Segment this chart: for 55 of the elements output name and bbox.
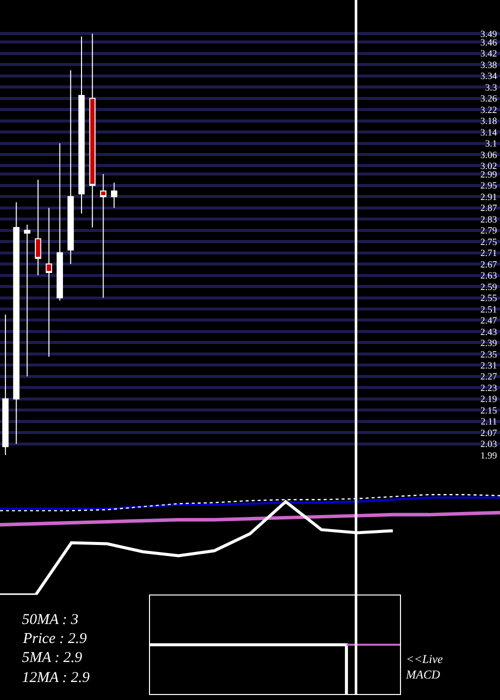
candlestick (67, 70, 74, 265)
y-tick-label: 3.26 (480, 94, 498, 105)
y-tick-label: 2.11 (480, 418, 498, 428)
candlestick (78, 36, 85, 214)
y-tick-label: 2.95 (480, 182, 498, 192)
y-tick-label: 2.43 (480, 328, 498, 338)
y-tick-label: 2.99 (480, 170, 498, 180)
y-tick-label: 2.23 (480, 384, 498, 394)
y-tick-label: 3.14 (480, 128, 498, 138)
y-tick-label: 2.59 (480, 282, 498, 293)
y-tick-label: 2.91 (480, 192, 498, 203)
y-tick-label: 2.51 (480, 305, 498, 316)
y-tick-label: 2.03 (480, 440, 498, 450)
y-tick-label: 2.27 (480, 372, 498, 383)
y-tick-label: 2.15 (480, 406, 498, 416)
y-tick-label: 1.99 (480, 451, 498, 462)
y-tick-label: 2.39 (480, 339, 498, 350)
y-tick-label: 3.46 (480, 38, 498, 48)
y-tick-label: 3.22 (480, 106, 498, 116)
candlestick (34, 179, 42, 276)
text: Price : 2.9 (22, 631, 88, 647)
y-tick-label: 2.55 (480, 294, 498, 304)
candlestick (24, 224, 30, 377)
y-tick-label: 3.49 (480, 30, 498, 40)
candlestick (89, 33, 96, 228)
y-tick-label: 2.83 (480, 215, 498, 226)
text: 50MA : 3 (22, 612, 78, 628)
y-tick-label: 2.31 (480, 362, 498, 372)
candlestick (46, 207, 52, 358)
y-tick-label: 2.35 (480, 350, 498, 360)
candlestick (110, 182, 118, 208)
y-tick-label: 2.79 (480, 226, 498, 237)
y-tick-label: 3.02 (480, 162, 498, 172)
y-tick-label: 2.87 (480, 204, 498, 214)
y-tick-label: 3.42 (480, 50, 498, 60)
y-tick-label: 3.3 (485, 83, 498, 94)
y-tick-label: 2.47 (480, 316, 498, 327)
y-tick-label: 3.06 (480, 150, 498, 161)
candlestick (13, 202, 20, 444)
y-tick-label: 3.38 (480, 60, 498, 71)
y-tick-label: 2.07 (480, 428, 498, 439)
y-tick-label: 3.34 (480, 72, 498, 82)
candlestick (2, 314, 9, 456)
y-tick-label: 2.63 (480, 272, 498, 282)
text: <<Live MACD (405, 652, 444, 682)
y-tick-label: 2.75 (480, 238, 498, 248)
y-tick-label: 2.19 (480, 395, 498, 406)
y-tick-label: 3.1 (485, 140, 498, 150)
candlestick (100, 174, 106, 298)
candlestick (56, 142, 63, 302)
y-tick-label: 2.67 (480, 260, 498, 270)
text: 12MA : 2.9 (22, 670, 90, 686)
y-tick-label: 3.18 (480, 117, 498, 128)
text: 5MA : 2.9 (22, 650, 83, 666)
y-tick-label: 2.71 (480, 249, 498, 260)
